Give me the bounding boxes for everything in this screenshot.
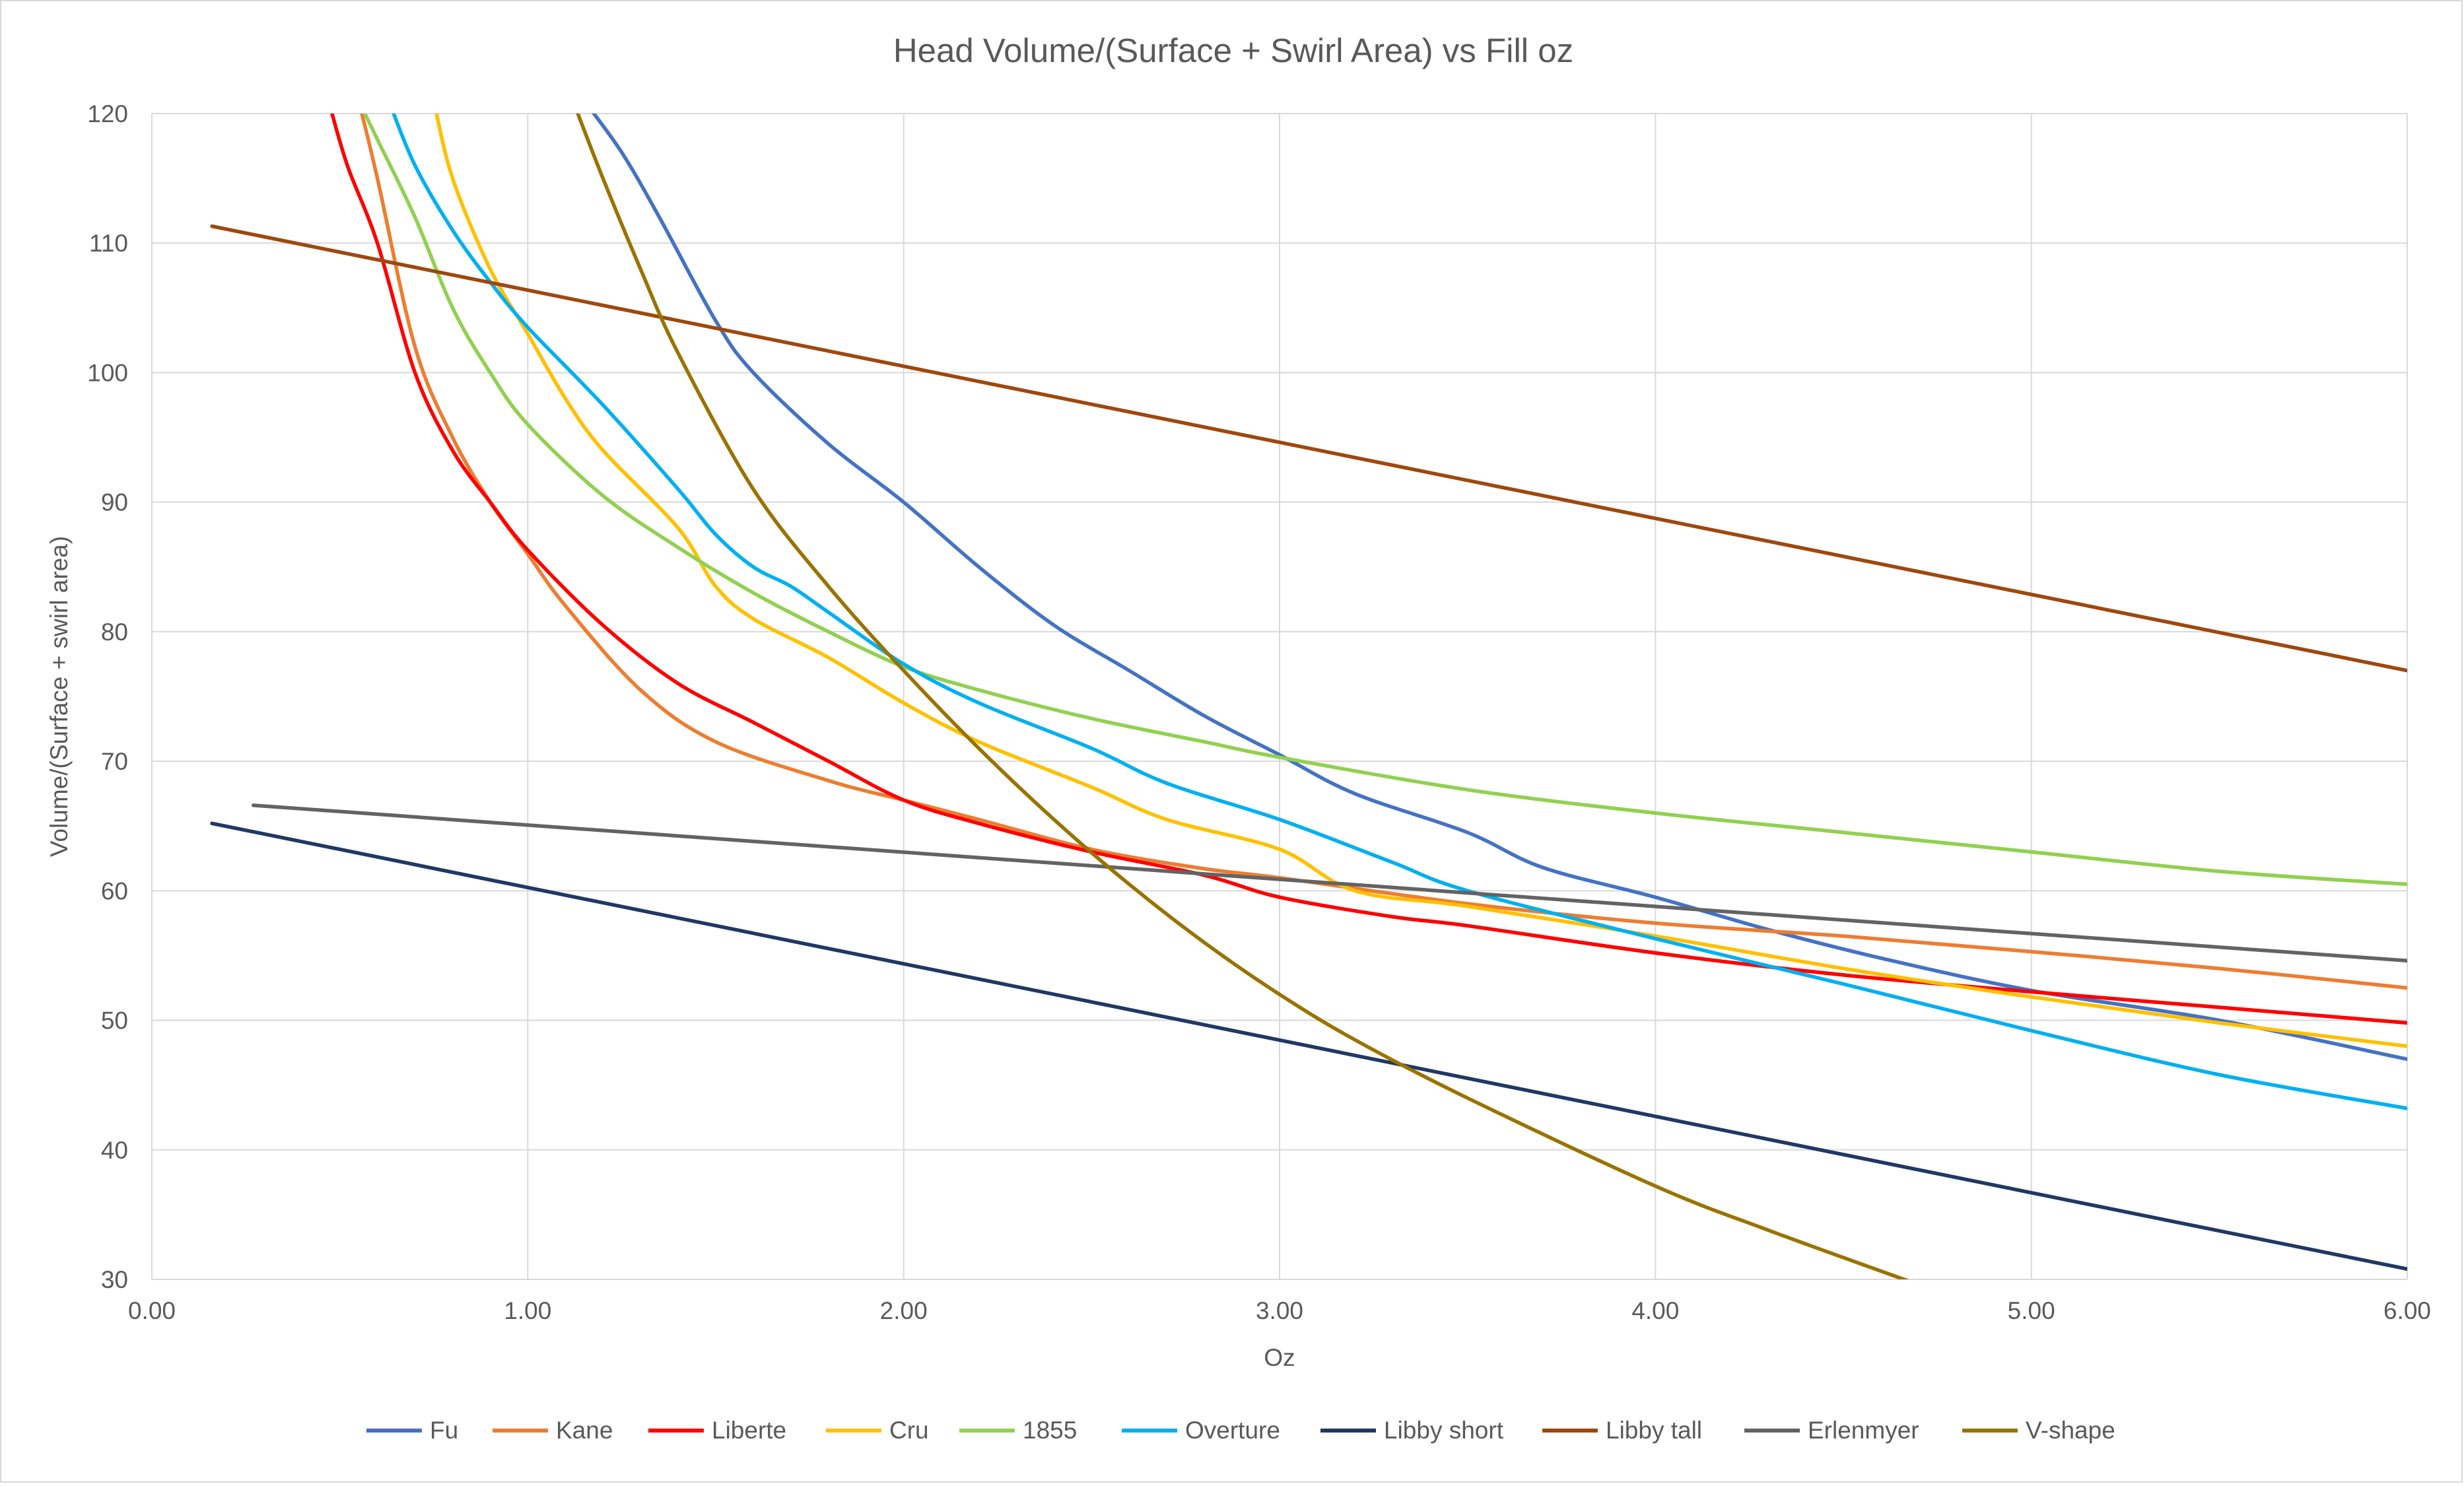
legend-label: Overture	[1185, 1417, 1280, 1444]
legend-item-overture: Overture	[1122, 1417, 1280, 1444]
legend-item-liberte: Liberte	[648, 1417, 786, 1444]
legend-item-libby-short: Libby short	[1320, 1417, 1504, 1444]
y-tick-label: 120	[87, 100, 128, 127]
legend-label: Liberte	[712, 1417, 786, 1444]
legend-label: Cru	[889, 1417, 929, 1444]
legend-item-cru: Cru	[826, 1417, 929, 1444]
x-tick-label: 0.00	[128, 1297, 176, 1324]
y-axis-title: Volume/(Surface + swirl area)	[46, 536, 73, 857]
y-tick-label: 80	[101, 619, 128, 646]
legend-item-kane: Kane	[493, 1417, 613, 1444]
series-layer	[210, 114, 2407, 1279]
series-line-cru	[434, 114, 2407, 1048]
y-tick-label: 90	[101, 489, 128, 516]
legend-label: V-shape	[2026, 1417, 2115, 1444]
x-tick-label: 3.00	[1256, 1297, 1303, 1324]
series-line-1855	[362, 114, 2407, 887]
y-axis-ticks: 30 40 50 60 70 80 90 100 110 120	[87, 100, 128, 1293]
chart-title: Head Volume/(Surface + Swirl Area) vs Fi…	[893, 32, 1573, 69]
y-tick-label: 110	[89, 230, 128, 257]
series-line-kane	[360, 114, 2407, 990]
y-tick-label: 100	[87, 359, 128, 386]
x-axis-ticks: 0.00 1.00 2.00 3.00 4.00 5.00 6.00	[128, 1297, 2431, 1324]
legend-label: Erlenmyer	[1808, 1417, 1919, 1444]
y-tick-label: 30	[101, 1266, 128, 1293]
legend-label: Fu	[430, 1417, 458, 1444]
x-axis-title: Oz	[1264, 1344, 1295, 1371]
legend-label: Kane	[556, 1417, 613, 1444]
legend-label: Libby short	[1384, 1417, 1504, 1444]
legend-item-libby-tall: Libby tall	[1542, 1417, 1702, 1444]
y-tick-label: 40	[101, 1137, 128, 1164]
series-line-fu	[592, 114, 2407, 1062]
x-tick-label: 2.00	[880, 1297, 928, 1324]
y-tick-label: 60	[101, 877, 128, 904]
x-tick-label: 5.00	[2008, 1297, 2055, 1324]
x-tick-label: 1.00	[504, 1297, 551, 1324]
legend-item-1855: 1855	[959, 1417, 1077, 1444]
y-tick-label: 50	[101, 1007, 128, 1034]
series-line-overture	[392, 114, 2407, 1110]
legend-item-v-shape: V-shape	[1962, 1417, 2115, 1444]
series-line-libby-short	[210, 821, 2407, 1271]
gridlines	[151, 113, 2408, 1280]
legend: Fu Kane Liberte Cru 1855 Overture Libby short L…	[366, 1417, 2115, 1444]
legend-label: Libby tall	[1606, 1417, 1702, 1444]
x-tick-label: 4.00	[1631, 1297, 1679, 1324]
legend-label: 1855	[1023, 1417, 1077, 1444]
series-line-libby-tall	[210, 224, 2407, 673]
series-line-liberte	[330, 114, 2407, 1025]
series-line-v-shape	[576, 114, 1909, 1279]
legend-item-erlenmyer: Erlenmyer	[1744, 1417, 1919, 1444]
y-tick-label: 70	[101, 748, 128, 775]
x-tick-label: 6.00	[2383, 1297, 2431, 1324]
legend-item-fu: Fu	[366, 1417, 458, 1444]
series-line-erlenmyer	[251, 803, 2407, 963]
